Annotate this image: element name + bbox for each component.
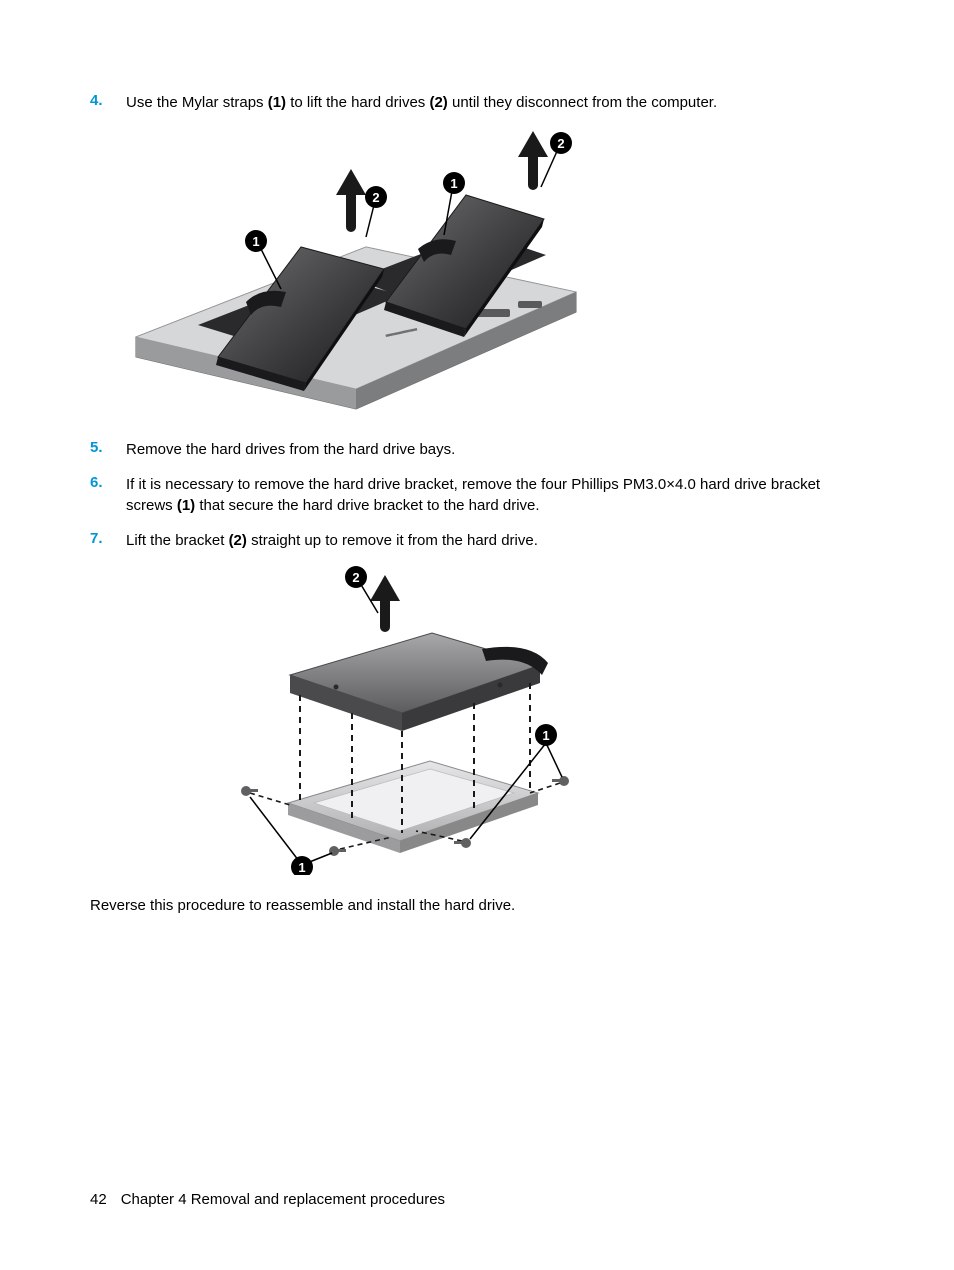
step-number: 4. xyxy=(90,92,126,113)
callout-ref: (1) xyxy=(268,94,286,111)
text-fragment: to lift the hard drives xyxy=(286,94,429,111)
text-fragment: Use the Mylar straps xyxy=(126,94,268,111)
text-fragment: straight up to remove it from the hard d… xyxy=(247,532,538,549)
arrow-up-icon xyxy=(518,131,548,185)
text-fragment: that secure the hard drive bracket to th… xyxy=(195,497,539,514)
text-fragment: until they disconnect from the computer. xyxy=(448,94,717,111)
diagram-svg: 1 1 2 xyxy=(230,565,570,875)
screw-icon xyxy=(530,776,569,793)
step-number: 5. xyxy=(90,439,126,460)
callout-ref: (1) xyxy=(177,497,195,514)
step-5: 5. Remove the hard drives from the hard … xyxy=(90,439,864,460)
chapter-title: Chapter 4 Removal and replacement proced… xyxy=(121,1191,445,1208)
figure-laptop-drives: ▬▬▬▬ xyxy=(126,127,864,417)
callout-badge: 2 xyxy=(352,570,359,585)
callout-badge: 2 xyxy=(557,136,564,151)
callout-badge: 1 xyxy=(252,234,259,249)
callout-ref: (2) xyxy=(429,94,447,111)
step-text: Remove the hard drives from the hard dri… xyxy=(126,439,455,460)
figure-drive-bracket: 1 1 2 xyxy=(230,565,864,875)
callout-badge: 2 xyxy=(372,190,379,205)
step-text: Use the Mylar straps (1) to lift the har… xyxy=(126,92,717,113)
callout-badge: 1 xyxy=(450,176,457,191)
screw-icon xyxy=(241,786,290,805)
step-4: 4. Use the Mylar straps (1) to lift the … xyxy=(90,92,864,113)
callout-badge: 1 xyxy=(542,728,549,743)
step-text: Lift the bracket (2) straight up to remo… xyxy=(126,530,538,551)
callout-ref: (2) xyxy=(229,532,247,549)
step-text: If it is necessary to remove the hard dr… xyxy=(126,474,864,516)
closing-text: Reverse this procedure to reassemble and… xyxy=(90,897,864,914)
step-number: 7. xyxy=(90,530,126,551)
callout-badge: 1 xyxy=(298,860,305,875)
text-fragment: Lift the bracket xyxy=(126,532,229,549)
page-number: 42 xyxy=(90,1191,107,1208)
step-6: 6. If it is necessary to remove the hard… xyxy=(90,474,864,516)
step-7: 7. Lift the bracket (2) straight up to r… xyxy=(90,530,864,551)
arrow-up-icon xyxy=(370,575,400,627)
step-number: 6. xyxy=(90,474,126,516)
arrow-up-icon xyxy=(336,169,366,227)
diagram-svg: ▬▬▬▬ xyxy=(126,127,578,417)
page-footer: 42 Chapter 4 Removal and replacement proc… xyxy=(90,1191,445,1208)
